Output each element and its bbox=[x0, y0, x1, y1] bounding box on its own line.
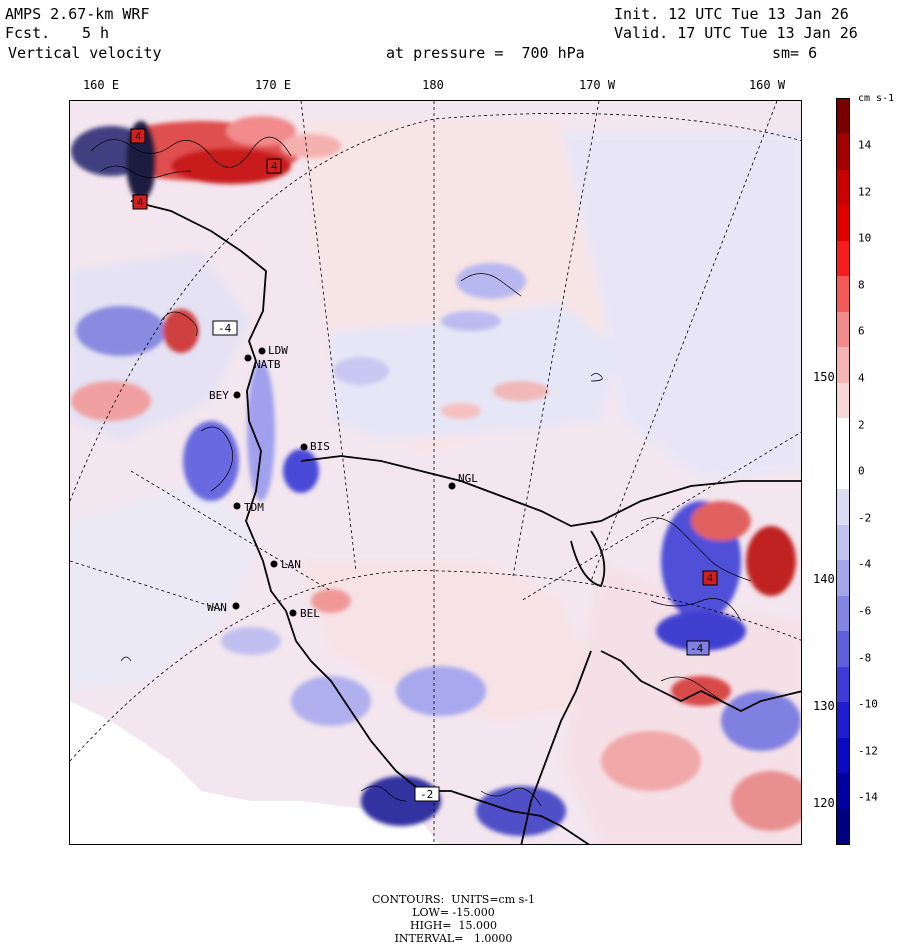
colorbar-tick: 8 bbox=[858, 278, 865, 292]
min-label-1: -4 bbox=[218, 322, 232, 335]
vertical-velocity-map: LDW NATB BEY BIS NGL TDM LAN WAN BEL 4 4… bbox=[70, 101, 801, 844]
max-label-1: 4 bbox=[135, 130, 142, 143]
colorbar-tick: -6 bbox=[858, 604, 872, 618]
forecast-hour: 5 h bbox=[82, 24, 110, 42]
colorbar-segment bbox=[837, 666, 849, 703]
colorbar-segment bbox=[837, 99, 849, 135]
colorbar-segment bbox=[837, 240, 849, 277]
colorbar-segment bbox=[837, 453, 849, 490]
colorbar-segment bbox=[837, 276, 849, 313]
colorbar-tick: 2 bbox=[858, 418, 865, 432]
forecast-label: Fcst. bbox=[5, 24, 51, 42]
colorbar-segment bbox=[837, 311, 849, 348]
colorbar-tick: 0 bbox=[858, 464, 865, 478]
colorbar-tick: -4 bbox=[858, 557, 872, 571]
colorbar-tick: 10 bbox=[858, 231, 872, 245]
colorbar-segment bbox=[837, 418, 849, 455]
map-panel: LDW NATB BEY BIS NGL TDM LAN WAN BEL 4 4… bbox=[69, 100, 802, 845]
colorbar-segment bbox=[837, 737, 849, 774]
model-title: AMPS 2.67-km WRF bbox=[5, 5, 150, 23]
colorbar-tick: 12 bbox=[858, 185, 872, 199]
lon-label-170w: 170 W bbox=[578, 78, 616, 92]
graticule bbox=[70, 101, 801, 844]
colorbar-tick: 4 bbox=[858, 371, 865, 385]
colorbar-segment bbox=[837, 347, 849, 384]
contour-interval: INTERVAL= 1.0000 bbox=[394, 932, 513, 945]
colorbar-segment bbox=[837, 489, 849, 526]
init-time: Init. 12 UTC Tue 13 Jan 26 bbox=[614, 5, 849, 23]
colorbar-segment bbox=[837, 560, 849, 597]
station-wan: WAN bbox=[207, 601, 227, 614]
colorbar-segment bbox=[837, 524, 849, 561]
colorbar-tick: 14 bbox=[858, 138, 872, 152]
station-ldw: LDW bbox=[268, 344, 288, 357]
colorbar-tick: -2 bbox=[858, 511, 872, 525]
station-bis: BIS bbox=[310, 440, 330, 453]
station-markers bbox=[232, 347, 456, 617]
station-bey: BEY bbox=[209, 389, 229, 402]
colorbar-segment bbox=[837, 134, 849, 171]
colorbar-segment bbox=[837, 382, 849, 419]
lon-label-170e: 170 E bbox=[254, 78, 292, 92]
lon-label-180: 180 bbox=[422, 78, 444, 92]
colorbar-tick: -8 bbox=[858, 651, 872, 665]
pressure-level: at pressure = 700 hPa bbox=[386, 44, 585, 62]
colorbar-tick: -12 bbox=[858, 744, 878, 758]
station-ngl: NGL bbox=[458, 472, 478, 485]
colorbar-segment bbox=[837, 595, 849, 632]
min-label-3: -2 bbox=[420, 788, 433, 801]
colorbar-segment bbox=[837, 702, 849, 739]
colorbar-segment bbox=[837, 205, 849, 242]
variable-name: Vertical velocity bbox=[8, 44, 162, 62]
colorbar-tick: 6 bbox=[858, 324, 865, 338]
max-label-2: 4 bbox=[271, 160, 278, 173]
valid-time: Valid. 17 UTC Tue 13 Jan 26 bbox=[614, 24, 858, 42]
extremum-labels: 4 4 4 -4 4 -4 -2 bbox=[130, 128, 718, 802]
lon-label-160e: 160 E bbox=[82, 78, 120, 92]
max-label-3: 4 bbox=[137, 196, 144, 209]
colorbar bbox=[836, 98, 850, 845]
contour-lines bbox=[90, 136, 752, 807]
colorbar-tick: -10 bbox=[858, 697, 878, 711]
contour-low: LOW= -15.000 bbox=[412, 906, 495, 919]
contour-high: HIGH= 15.000 bbox=[409, 919, 498, 932]
contour-info: CONTOURS: UNITS=cm s-1 LOW= -15.000 HIGH… bbox=[0, 880, 900, 945]
station-labels: LDW NATB BEY BIS NGL TDM LAN WAN BEL bbox=[207, 344, 478, 620]
station-tdm: TDM bbox=[244, 501, 264, 514]
lon-label-160w: 160 W bbox=[748, 78, 786, 92]
colorbar-segment bbox=[837, 808, 849, 845]
station-bel: BEL bbox=[300, 607, 320, 620]
colorbar-segment bbox=[837, 169, 849, 206]
smoothing-value: sm= 6 bbox=[772, 44, 818, 62]
colorbar-tick: -14 bbox=[858, 790, 878, 804]
colorbar-units: cm s-1 bbox=[858, 93, 895, 104]
station-natb: NATB bbox=[254, 358, 281, 371]
max-label-4: 4 bbox=[707, 572, 714, 585]
colorbar-segment bbox=[837, 773, 849, 810]
station-lan: LAN bbox=[281, 558, 301, 571]
coastline bbox=[130, 200, 801, 844]
colorbar-segment bbox=[837, 631, 849, 668]
min-label-2: -4 bbox=[690, 642, 704, 655]
